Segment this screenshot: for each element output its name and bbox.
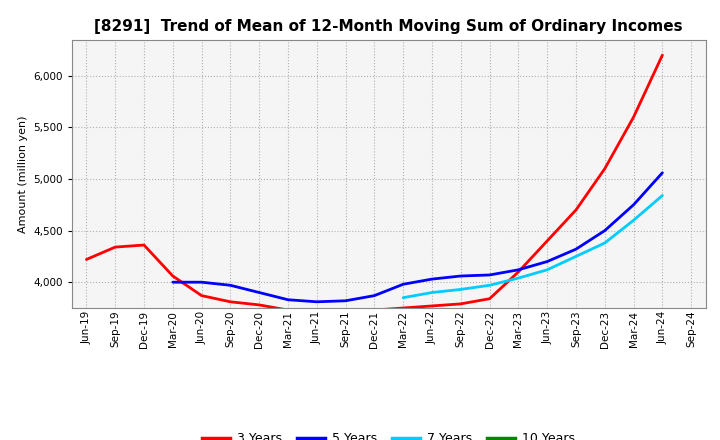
3 Years xyxy=(168,273,177,279)
3 Years xyxy=(370,308,379,313)
7 Years xyxy=(572,254,580,259)
3 Years xyxy=(428,303,436,308)
3 Years xyxy=(456,301,465,307)
5 Years xyxy=(629,202,638,207)
5 Years xyxy=(428,276,436,282)
3 Years xyxy=(312,308,321,314)
5 Years xyxy=(572,246,580,252)
3 Years xyxy=(197,293,206,298)
Y-axis label: Amount (million yen): Amount (million yen) xyxy=(18,115,28,233)
5 Years xyxy=(399,282,408,287)
Line: 7 Years: 7 Years xyxy=(403,195,662,298)
5 Years xyxy=(543,259,552,264)
3 Years xyxy=(341,308,350,314)
7 Years xyxy=(514,275,523,281)
7 Years xyxy=(658,193,667,198)
5 Years xyxy=(197,279,206,285)
3 Years xyxy=(543,238,552,244)
5 Years xyxy=(370,293,379,298)
3 Years xyxy=(82,257,91,262)
7 Years xyxy=(600,240,609,246)
7 Years xyxy=(428,290,436,295)
3 Years xyxy=(226,299,235,304)
3 Years xyxy=(111,245,120,250)
7 Years xyxy=(399,295,408,301)
5 Years xyxy=(485,272,494,278)
3 Years xyxy=(284,308,292,313)
7 Years xyxy=(543,267,552,272)
5 Years xyxy=(600,228,609,233)
5 Years xyxy=(456,273,465,279)
3 Years xyxy=(140,242,148,248)
5 Years xyxy=(255,290,264,295)
3 Years xyxy=(600,166,609,171)
3 Years xyxy=(485,296,494,301)
5 Years xyxy=(312,299,321,304)
Line: 3 Years: 3 Years xyxy=(86,55,662,311)
3 Years xyxy=(399,305,408,311)
3 Years xyxy=(572,207,580,213)
5 Years xyxy=(658,170,667,176)
5 Years xyxy=(341,298,350,304)
Title: [8291]  Trend of Mean of 12-Month Moving Sum of Ordinary Incomes: [8291] Trend of Mean of 12-Month Moving … xyxy=(94,19,683,34)
5 Years xyxy=(284,297,292,302)
3 Years xyxy=(658,52,667,58)
7 Years xyxy=(629,218,638,223)
Line: 5 Years: 5 Years xyxy=(173,173,662,302)
3 Years xyxy=(629,114,638,120)
5 Years xyxy=(168,279,177,285)
5 Years xyxy=(226,282,235,288)
7 Years xyxy=(456,287,465,292)
Legend: 3 Years, 5 Years, 7 Years, 10 Years: 3 Years, 5 Years, 7 Years, 10 Years xyxy=(197,427,580,440)
5 Years xyxy=(514,267,523,272)
3 Years xyxy=(255,302,264,308)
7 Years xyxy=(485,282,494,288)
3 Years xyxy=(514,269,523,275)
